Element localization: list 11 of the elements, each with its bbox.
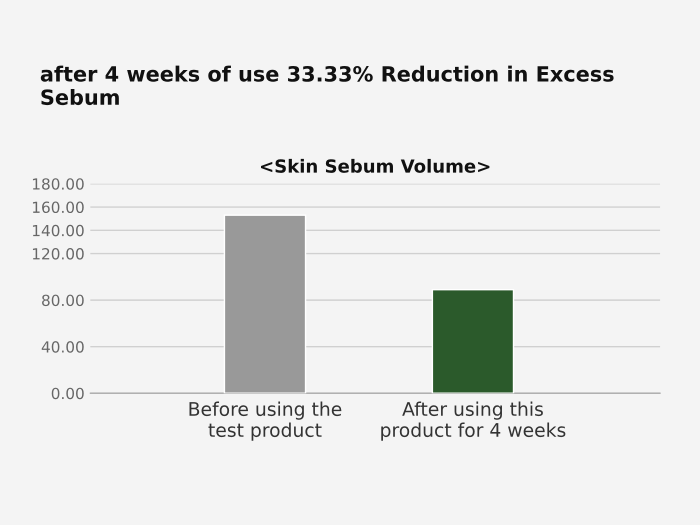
x-tick-label: After using this product for 4 weeks xyxy=(381,402,566,441)
y-tick-label: 120.00 xyxy=(32,248,84,260)
y-tick-label: 140.00 xyxy=(32,224,84,236)
chart-title: after 4 weeks of use 33.33% Reduction in Excess Sebum xyxy=(40,66,614,106)
x-tick-label: Before using the test product xyxy=(190,402,342,441)
y-tick-label: 40.00 xyxy=(42,341,84,353)
y-tick-label: 0.00 xyxy=(52,388,84,400)
y-tick-label: 160.00 xyxy=(32,201,84,214)
chart-subtitle: <Skin Sebum Volume> xyxy=(261,158,490,173)
y-tick-label: 180.00 xyxy=(32,178,84,190)
y-tick-label: 80.00 xyxy=(42,294,84,306)
